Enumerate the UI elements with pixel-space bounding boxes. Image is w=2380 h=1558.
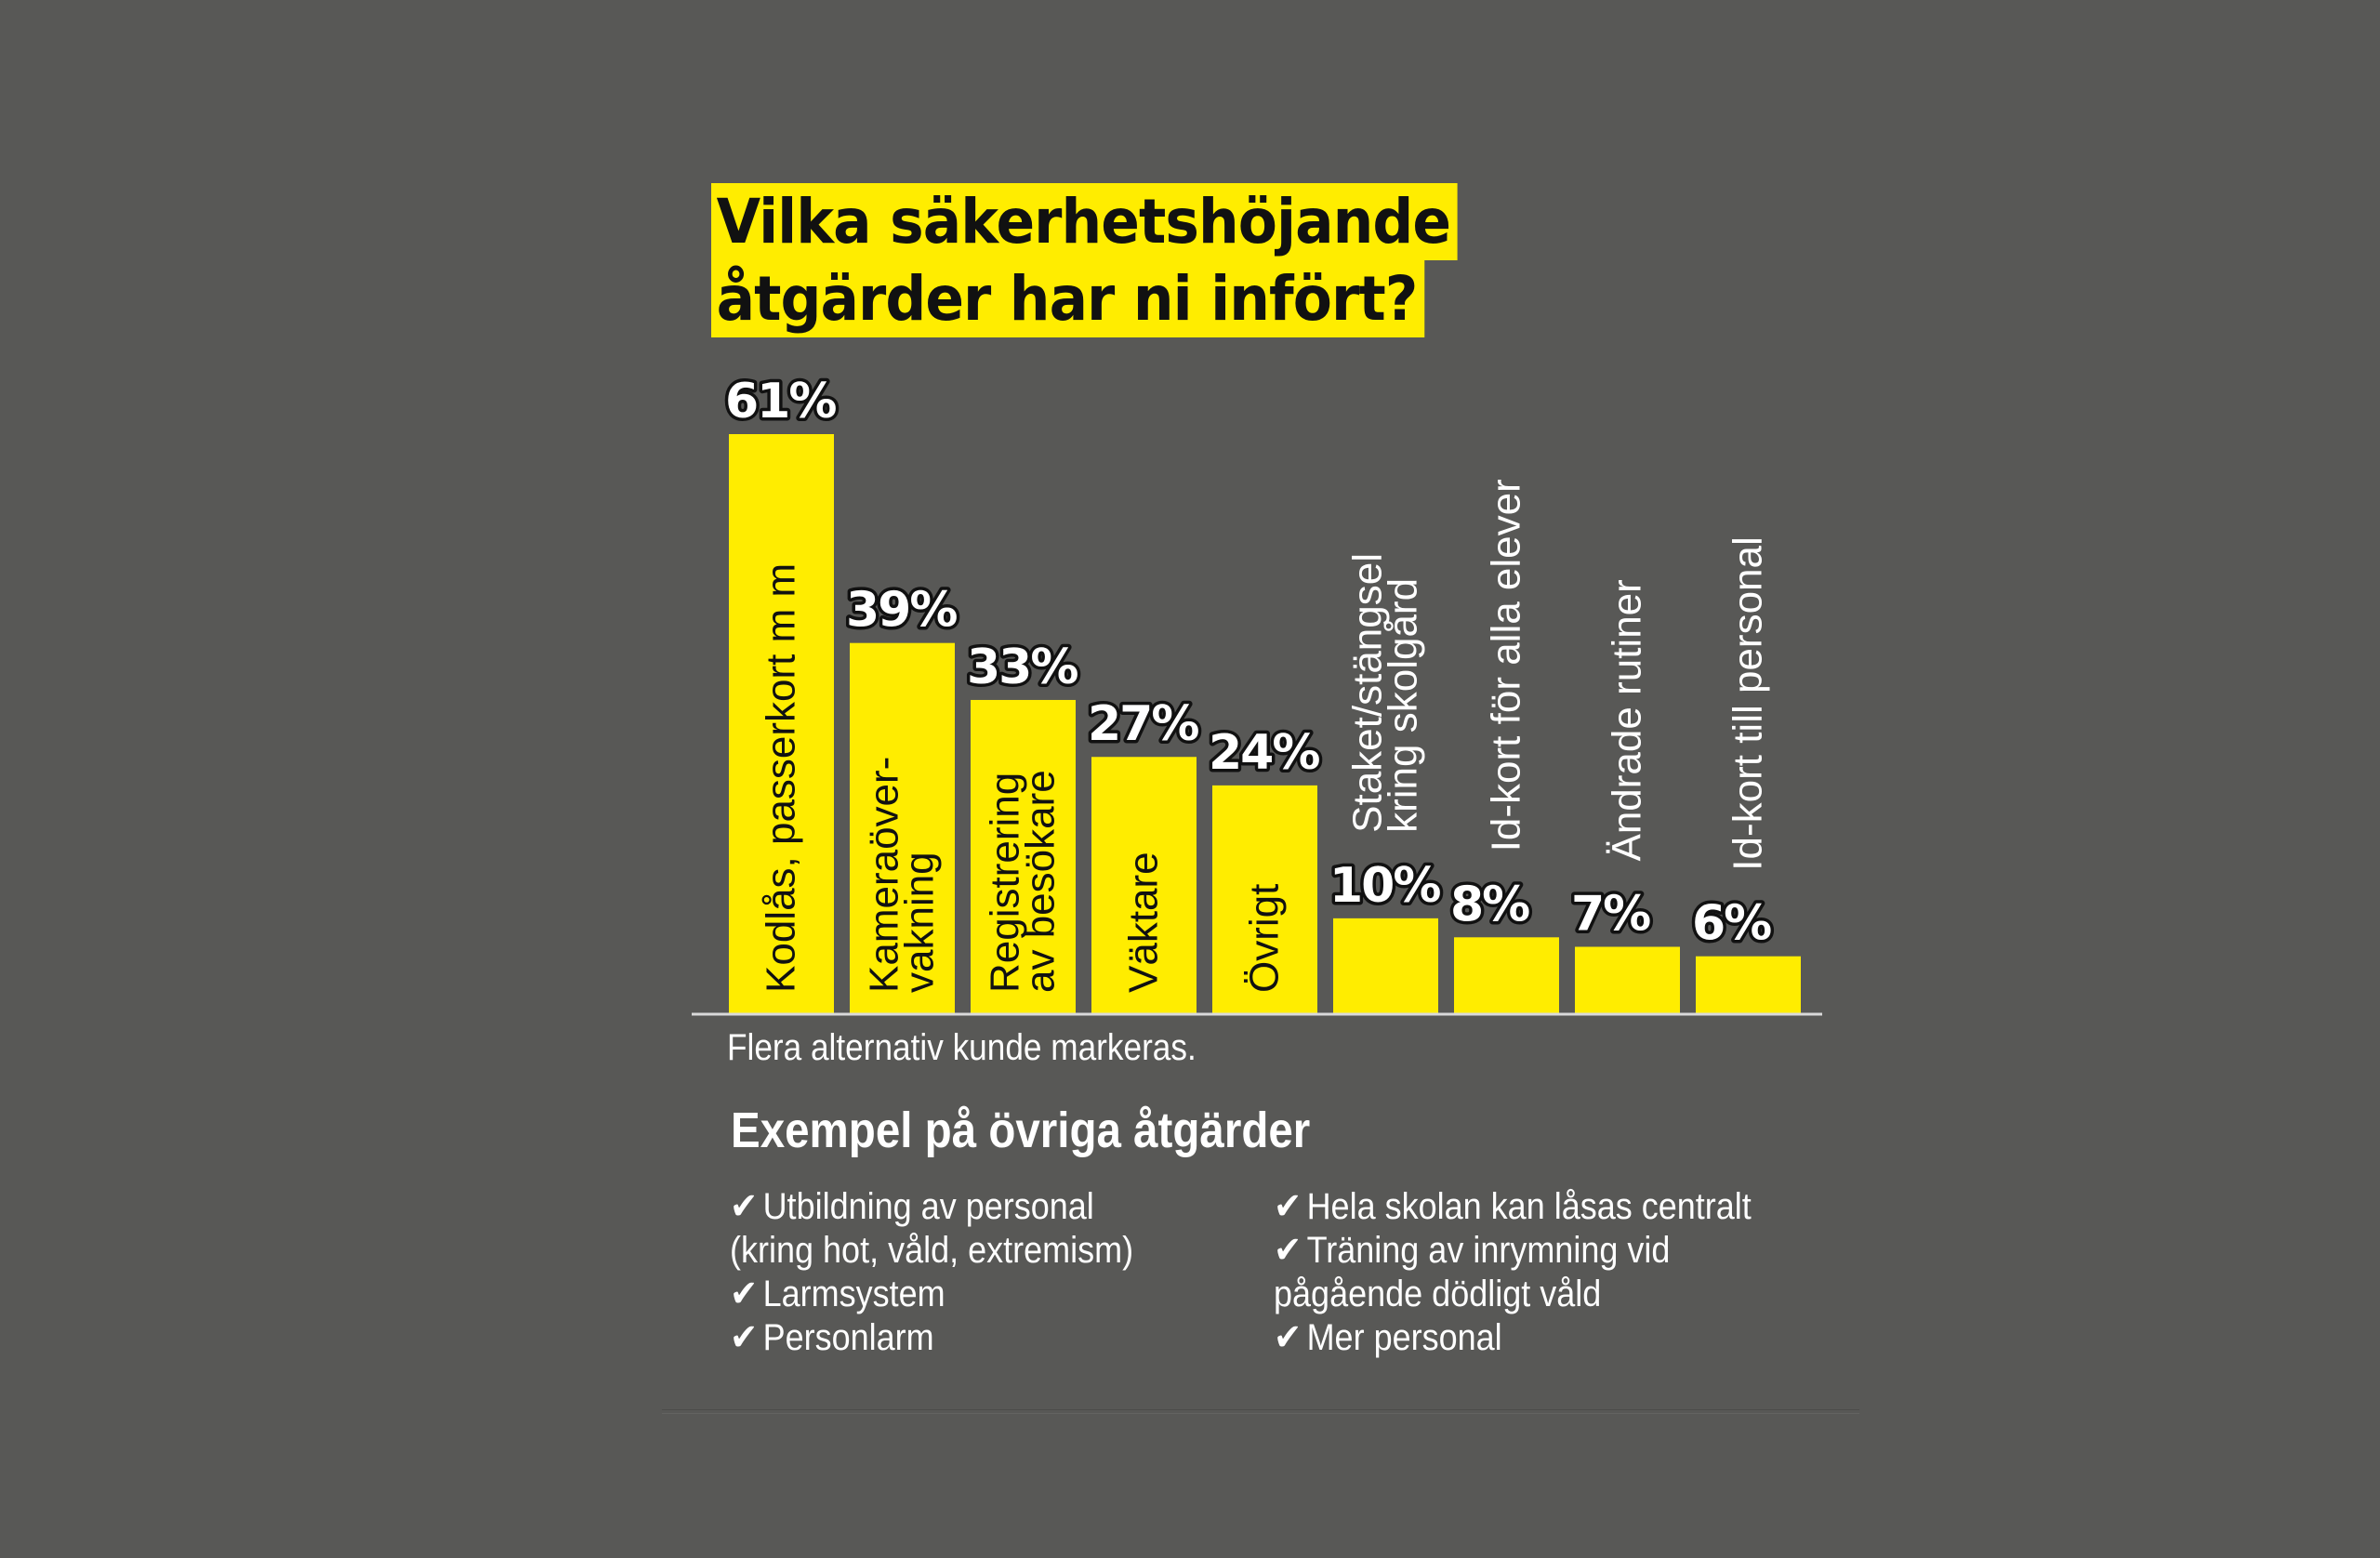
bar-value-label: 27% <box>1088 696 1198 752</box>
bar-category-label: Registrering <box>983 772 1028 993</box>
bar-value-label: 6% <box>1692 896 1771 952</box>
examples-heading: Exempel på övriga åtgärder <box>731 1102 1311 1158</box>
bar-category-label: Id-kort för alla elever <box>1484 479 1529 852</box>
example-item-continuation: pågående dödligt våld <box>1274 1274 1602 1314</box>
bar-category-label: Kodlås, passerkort m m <box>759 563 804 993</box>
check-icon: ✔ <box>730 1317 759 1358</box>
bar-category-label: av besökare <box>1018 770 1064 993</box>
example-item-text: Personlarm <box>762 1317 934 1358</box>
example-item: ✔ Larmsystem <box>730 1273 1133 1316</box>
example-item-continuation: (kring hot, våld, extremism) <box>730 1230 1134 1271</box>
bar-value-label: 33% <box>967 640 1078 695</box>
bar-value-label: 10% <box>1329 858 1440 914</box>
bar <box>1333 918 1438 1013</box>
chart-title-line-1: Vilka säkerhetshöjande <box>711 183 1458 260</box>
chart-note: Flera alternativ kunde markeras. <box>727 1027 1197 1068</box>
bar-value-label: 8% <box>1450 877 1529 932</box>
bar-category-label: Staket/stängsel <box>1345 553 1391 833</box>
example-item: ✔ Mer personal <box>1274 1316 1752 1360</box>
example-item-text: Mer personal <box>1306 1317 1502 1358</box>
examples-list-left: ✔ Utbildning av personal (kring hot, våld… <box>730 1185 1133 1360</box>
example-item: ✔ Träning av inrymning vid <box>1274 1229 1752 1273</box>
check-icon: ✔ <box>1274 1186 1302 1227</box>
bar-value-label: 39% <box>846 583 957 639</box>
example-item-text: Hela skolan kan låsas centralt <box>1306 1186 1752 1227</box>
divider-line <box>662 1409 1859 1414</box>
check-icon: ✔ <box>1274 1230 1302 1271</box>
bar-category-label: Kameraöver- <box>862 757 907 993</box>
bar <box>1696 956 1801 1013</box>
bar-category-label: Väktare <box>1121 852 1167 993</box>
bar-category-label: kring skolgård <box>1381 578 1426 833</box>
bar <box>1091 757 1197 1013</box>
bar <box>1212 785 1317 1013</box>
bar-value-label: 61% <box>725 374 836 429</box>
examples-list-right: ✔ Hela skolan kan låsas centralt ✔ Träning… <box>1274 1185 1752 1360</box>
example-item-text: Larmsystem <box>762 1274 945 1314</box>
bar <box>729 434 834 1013</box>
chart-title-line-2: åtgärder har ni infört? <box>711 260 1424 337</box>
example-item: ✔ Hela skolan kan låsas centralt <box>1274 1185 1752 1229</box>
bar-value-label: 24% <box>1209 725 1319 781</box>
check-icon: ✔ <box>1274 1317 1302 1358</box>
check-icon: ✔ <box>730 1274 759 1314</box>
bar <box>850 642 955 1013</box>
bar-category-label: Id-kort till personal <box>1726 536 1771 870</box>
chart-title: Vilka säkerhetshöjande åtgärder har ni i… <box>711 183 1514 337</box>
bar-category-label: vakning <box>897 852 943 993</box>
example-item-text: Utbildning av personal <box>762 1186 1094 1227</box>
check-icon: ✔ <box>730 1186 759 1227</box>
bar-category-label: Övrigt <box>1242 884 1288 993</box>
bar <box>1575 946 1680 1013</box>
example-item-text: Träning av inrymning vid <box>1306 1230 1671 1271</box>
bar <box>1454 937 1559 1013</box>
bars-group: 61% Kodlås, passerkort m m 39% Kameraöver-v… <box>722 371 1801 1013</box>
example-item: ✔ Utbildning av personal <box>730 1185 1133 1229</box>
bar <box>971 699 1076 1013</box>
example-item: ✔ Personlarm <box>730 1316 1133 1360</box>
bar-value-label: 7% <box>1571 887 1650 943</box>
bar-category-label: Ändrade rutiner <box>1605 579 1650 861</box>
